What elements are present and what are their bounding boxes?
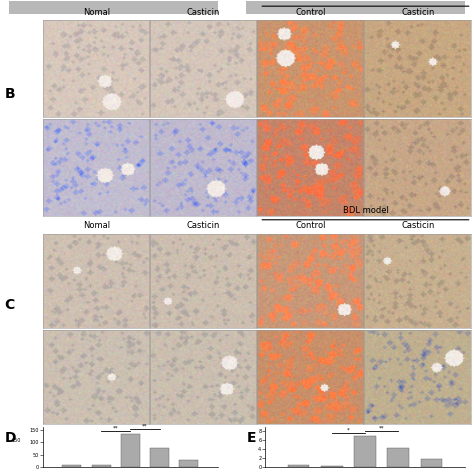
Text: BDL model: BDL model	[343, 206, 389, 215]
Text: Casticin: Casticin	[187, 8, 220, 17]
Text: Casticin: Casticin	[401, 221, 435, 230]
Text: Casticin: Casticin	[187, 221, 220, 230]
Text: C: C	[5, 298, 15, 311]
Bar	[63, 465, 82, 467]
Text: **: **	[379, 425, 384, 430]
Text: E: E	[246, 431, 256, 446]
Bar	[420, 459, 442, 467]
FancyBboxPatch shape	[9, 1, 218, 14]
Bar	[121, 434, 140, 467]
Text: **: **	[142, 424, 148, 429]
Bar	[91, 465, 110, 467]
Text: 150: 150	[12, 438, 21, 444]
Text: Nomal: Nomal	[83, 221, 110, 230]
Text: **: **	[113, 426, 118, 430]
Bar	[387, 448, 409, 467]
Text: Nomal: Nomal	[83, 8, 110, 17]
Text: *: *	[347, 428, 350, 433]
Bar	[354, 436, 376, 467]
Text: Control: Control	[295, 8, 326, 17]
Text: CCl₄ model: CCl₄ model	[342, 0, 389, 1]
Text: B: B	[5, 87, 15, 100]
FancyBboxPatch shape	[246, 1, 465, 14]
Bar	[288, 465, 310, 467]
Bar	[150, 448, 169, 467]
Text: Control: Control	[295, 221, 326, 230]
Text: D: D	[5, 431, 16, 446]
Bar	[321, 465, 343, 467]
Text: Casticin: Casticin	[401, 8, 435, 17]
Bar	[179, 460, 198, 467]
